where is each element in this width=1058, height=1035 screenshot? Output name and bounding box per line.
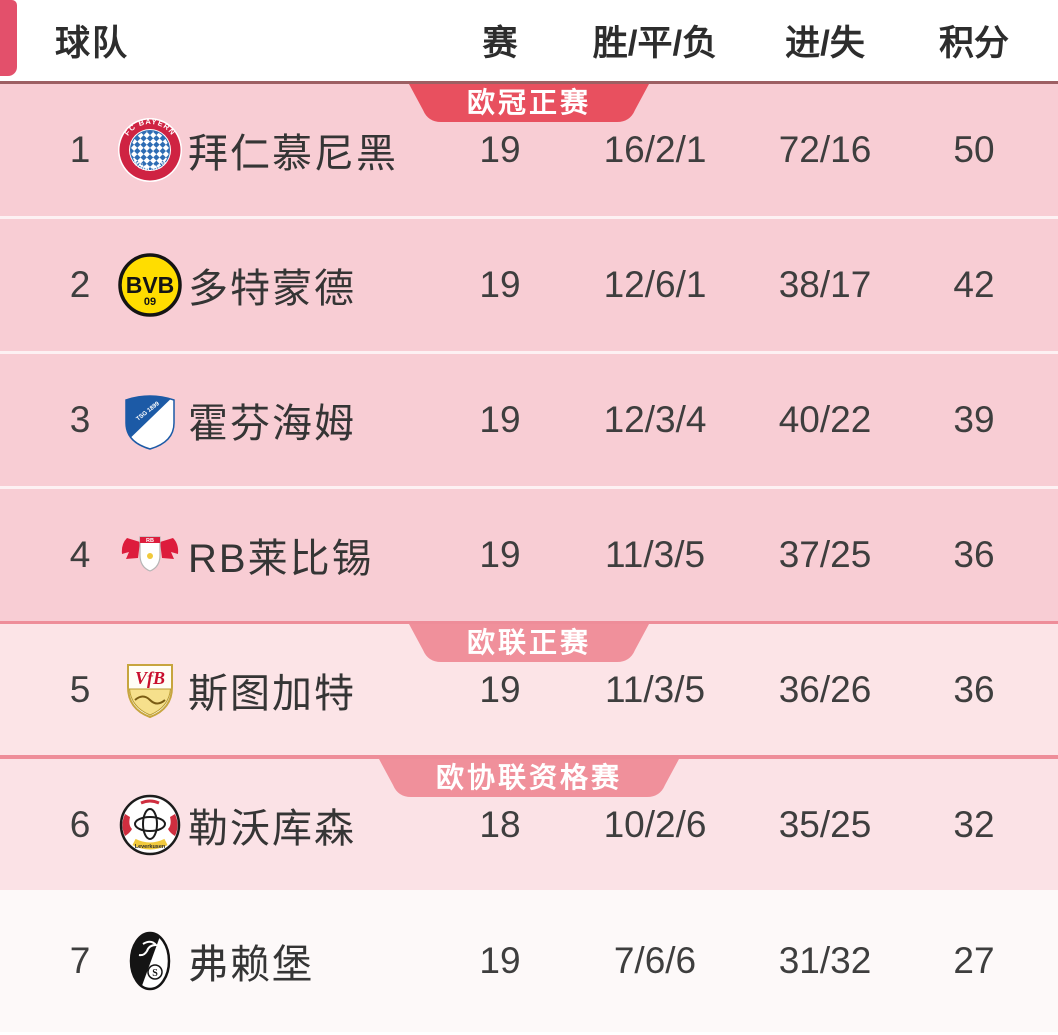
hoffenheim-logo-icon: TSG 1899 <box>112 387 188 453</box>
conference-league-banner: 欧协联资格赛 <box>379 759 679 797</box>
table-row[interactable]: 7 S 弗赖堡 19 7/6/6 31/32 27 <box>0 890 1058 1032</box>
goals-for-against: 31/32 <box>778 940 872 981</box>
table-row[interactable]: 6 Leverkusen 勒沃库森 18 10/2/6 35/25 32 <box>0 759 1058 890</box>
svg-text:VfB: VfB <box>135 668 165 688</box>
header-points: 积分 <box>938 24 1009 63</box>
banner-ribbon-shape <box>409 624 649 662</box>
goals-for-against: 38/17 <box>778 264 872 305</box>
team-name: 勒沃库森 <box>188 806 356 851</box>
points: 36 <box>953 534 995 575</box>
win-draw-loss: 7/6/6 <box>613 940 697 981</box>
rb-leipzig-logo-icon: RB <box>112 522 188 588</box>
svg-text:BVB: BVB <box>126 272 175 298</box>
matches-played: 19 <box>479 668 521 710</box>
matches-played: 19 <box>479 940 521 981</box>
bayern-munich-logo-icon: FC BAYERN MÜNCHEN <box>112 117 188 183</box>
team-name: 霍芬海姆 <box>188 402 356 446</box>
goals-for-against: 72/16 <box>778 129 872 170</box>
team-name: 拜仁慕尼黑 <box>188 132 398 176</box>
banner-ribbon-shape <box>379 759 679 797</box>
svg-text:RB: RB <box>146 538 154 544</box>
goals-for-against: 36/26 <box>778 668 872 710</box>
team-name: 斯图加特 <box>188 671 356 716</box>
matches-played: 19 <box>479 399 521 440</box>
rank: 6 <box>69 803 91 845</box>
borussia-dortmund-logo-icon: BVB 09 <box>112 252 188 318</box>
section-champions-league: 欧冠正赛 1 <box>0 84 1058 621</box>
points: 39 <box>953 399 995 440</box>
matches-played: 19 <box>479 264 521 305</box>
matches-played: 18 <box>479 803 521 845</box>
section-europa-league: 欧联正赛 5 VfB 斯图加特 19 11/3/5 36/26 36 <box>0 621 1058 755</box>
goals-for-against: 35/25 <box>778 803 872 845</box>
champions-league-banner: 欧冠正赛 <box>409 84 649 122</box>
rank: 5 <box>69 668 91 710</box>
header-played: 赛 <box>482 24 518 63</box>
points: 50 <box>953 129 995 170</box>
rank: 1 <box>69 129 91 170</box>
rank: 4 <box>69 534 91 575</box>
team-name: 多特蒙德 <box>188 267 356 311</box>
table-row[interactable]: 4 RB RB莱比锡 19 11/3/5 37/25 36 <box>0 486 1058 621</box>
banner-ribbon-shape <box>409 84 649 122</box>
section-conference-league-qualification: 欧协联资格赛 6 Leverkusen 勒沃库森 18 10/2/6 <box>0 755 1058 890</box>
freiburg-logo-icon: S <box>112 928 188 994</box>
goals-for-against: 37/25 <box>778 534 872 575</box>
section-accent-tab <box>0 0 17 76</box>
section-midtable: 7 S 弗赖堡 19 7/6/6 31/32 27 <box>0 890 1058 1032</box>
table-row[interactable]: 1 <box>0 84 1058 216</box>
rank: 3 <box>69 399 91 440</box>
svg-text:S: S <box>152 968 158 979</box>
points: 42 <box>953 264 995 305</box>
matches-played: 19 <box>479 534 521 575</box>
win-draw-loss: 10/2/6 <box>603 803 707 845</box>
banner-label: 欧协联资格赛 <box>435 762 622 793</box>
points: 36 <box>953 668 995 710</box>
stuttgart-logo-icon: VfB <box>112 657 188 723</box>
points: 27 <box>953 940 995 981</box>
goals-for-against: 40/22 <box>778 399 872 440</box>
table-header: 球队 赛 胜/平/负 进/失 积分 <box>0 0 1058 84</box>
leverkusen-logo-icon: Leverkusen <box>112 792 188 858</box>
win-draw-loss: 16/2/1 <box>603 129 707 170</box>
team-name: 弗赖堡 <box>188 943 314 987</box>
header-team: 球队 <box>55 24 130 63</box>
table-row[interactable]: 5 VfB 斯图加特 19 11/3/5 36/26 36 <box>0 624 1058 755</box>
banner-label: 欧冠正赛 <box>466 87 591 118</box>
banner-label: 欧联正赛 <box>466 627 591 658</box>
win-draw-loss: 11/3/5 <box>604 668 706 710</box>
header-wdl: 胜/平/负 <box>592 24 718 63</box>
matches-played: 19 <box>479 129 521 170</box>
svg-text:09: 09 <box>144 296 156 308</box>
rank: 7 <box>69 940 91 981</box>
table-row[interactable]: 3 TSG 1899 霍芬海姆 19 12/3/4 40/22 39 <box>0 351 1058 486</box>
header-gfga: 进/失 <box>785 24 865 63</box>
win-draw-loss: 11/3/5 <box>604 534 706 575</box>
win-draw-loss: 12/3/4 <box>603 399 707 440</box>
table-row[interactable]: 2 BVB 09 多特蒙德 19 12/6/1 38/17 42 <box>0 216 1058 351</box>
team-name: RB莱比锡 <box>188 537 374 581</box>
win-draw-loss: 12/6/1 <box>603 264 707 305</box>
points: 32 <box>953 803 995 845</box>
europa-league-banner: 欧联正赛 <box>409 624 649 662</box>
svg-text:Leverkusen: Leverkusen <box>135 844 166 850</box>
rank: 2 <box>69 264 91 305</box>
